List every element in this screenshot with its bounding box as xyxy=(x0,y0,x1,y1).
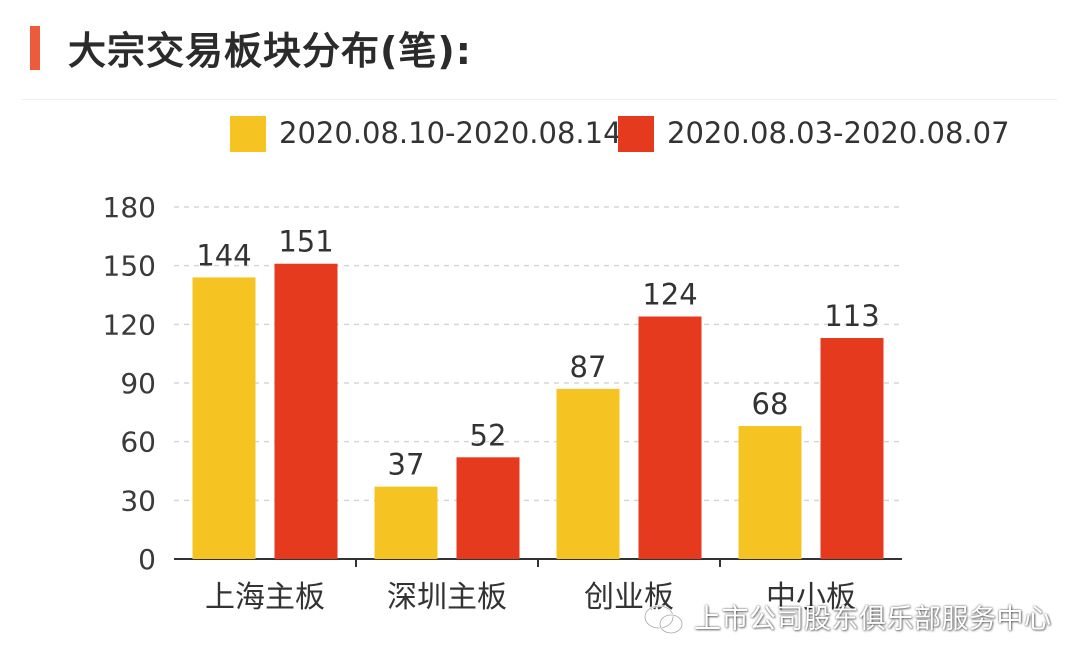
data-label: 68 xyxy=(752,387,789,421)
x-tick-label: 创业板 xyxy=(584,580,674,615)
y-tick-label: 120 xyxy=(103,308,156,341)
bar-2-深圳主板 xyxy=(456,457,520,559)
y-tick-label: 180 xyxy=(103,191,156,224)
page-title: 大宗交易板块分布(笔): xyxy=(68,29,472,73)
y-tick-label: 90 xyxy=(120,367,156,400)
data-label: 37 xyxy=(388,448,425,482)
legend-swatch-series-2 xyxy=(618,116,654,152)
bar-1-创业板 xyxy=(556,388,620,559)
data-label: 52 xyxy=(470,418,507,452)
data-label: 144 xyxy=(196,238,251,272)
wechat-icon xyxy=(643,604,684,635)
y-tick-label: 30 xyxy=(120,484,156,517)
watermark-text: 上市公司股东俱乐部服务中心 xyxy=(694,604,1052,635)
y-tick-label: 150 xyxy=(103,250,156,283)
legend-swatch-series-1 xyxy=(230,116,266,152)
bar-2-中小板 xyxy=(820,338,884,559)
title-accent-bar xyxy=(30,26,40,70)
bar-1-中小板 xyxy=(738,426,802,559)
data-label: 124 xyxy=(642,278,697,312)
legend-label-series-2: 2020.08.03-2020.08.07 xyxy=(667,116,1010,150)
data-label: 113 xyxy=(824,299,879,333)
x-tick-label: 深圳主板 xyxy=(387,580,507,615)
x-tick-label: 中小板 xyxy=(766,580,856,615)
bar-2-创业板 xyxy=(638,316,702,559)
bar-2-上海主板 xyxy=(274,263,338,559)
data-label: 151 xyxy=(278,225,333,259)
bar-1-深圳主板 xyxy=(374,486,438,559)
y-tick-label: 0 xyxy=(138,543,156,576)
header-divider xyxy=(22,99,1057,100)
bar-1-上海主板 xyxy=(192,277,256,559)
x-tick-label: 上海主板 xyxy=(205,580,325,615)
legend-label-series-1: 2020.08.10-2020.08.14 xyxy=(279,116,622,150)
data-label: 87 xyxy=(570,350,607,384)
y-tick-label: 60 xyxy=(120,426,156,459)
